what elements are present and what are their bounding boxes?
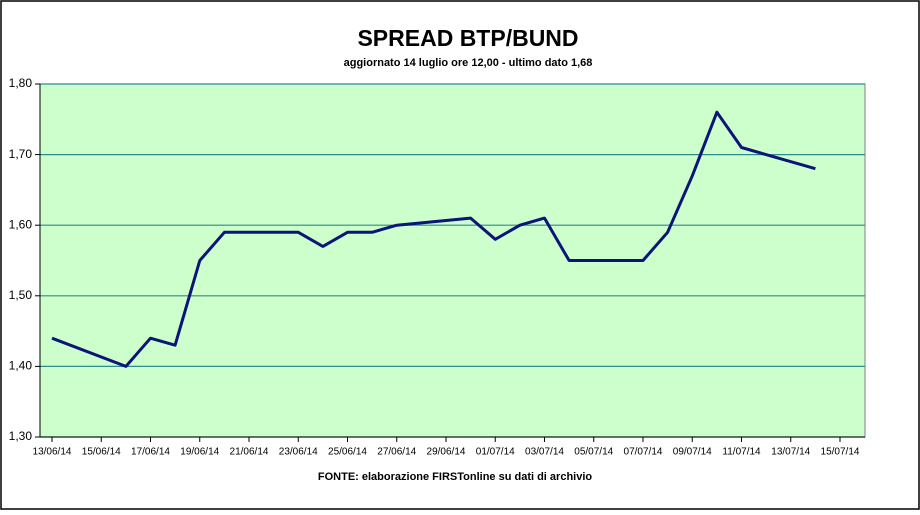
plot-area	[39, 83, 866, 438]
x-tick-label: 17/06/14	[131, 447, 170, 458]
x-tick-label: 11/07/14	[722, 447, 761, 458]
y-tick-label: 1,40	[9, 359, 33, 373]
data-line	[51, 110, 816, 368]
x-tick-label: 15/07/14	[821, 447, 860, 458]
x-tick-label: 03/07/14	[525, 447, 564, 458]
x-tick-label: 01/07/14	[476, 447, 515, 458]
x-tick-label: 15/06/14	[82, 447, 121, 458]
x-tick-label: 07/07/14	[624, 447, 663, 458]
y-tick-label: 1,30	[9, 429, 33, 443]
y-tick-label: 1,70	[9, 147, 33, 161]
source-note: FONTE: elaborazione FIRSTonline su dati …	[318, 471, 592, 483]
x-tick-label: 25/06/14	[328, 447, 367, 458]
x-tick-label: 27/06/14	[377, 447, 416, 458]
x-tick-label: 21/06/14	[230, 447, 269, 458]
x-tick-label: 05/07/14	[574, 447, 613, 458]
x-tick-label: 19/06/14	[180, 447, 219, 458]
y-tick-label: 1,50	[9, 288, 33, 302]
y-tick-label: 1,80	[9, 76, 33, 90]
chart-subtitle: aggiornato 14 luglio ore 12,00 - ultimo …	[344, 57, 593, 69]
y-tick-label: 1,60	[9, 217, 33, 231]
x-tick-label: 13/06/14	[33, 447, 72, 458]
x-tick-label: 23/06/14	[279, 447, 318, 458]
x-tick-label: 13/07/14	[771, 447, 810, 458]
chart-title: SPREAD BTP/BUND	[357, 25, 578, 51]
x-tick-label: 29/06/14	[427, 447, 466, 458]
x-tick-label: 09/07/14	[673, 447, 712, 458]
